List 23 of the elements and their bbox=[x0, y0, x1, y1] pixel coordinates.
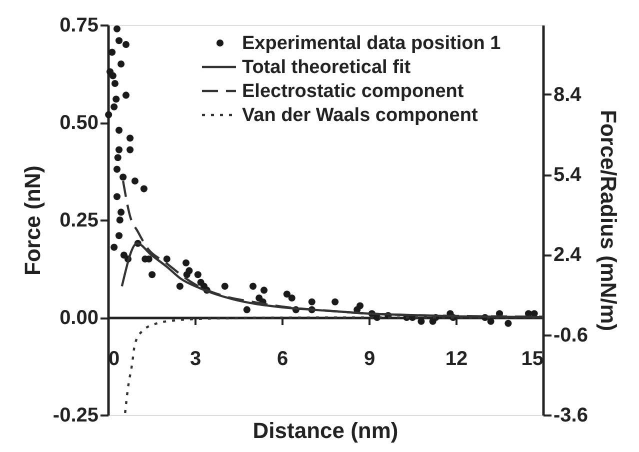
x-tick-label: 3 bbox=[190, 348, 202, 370]
y-tick-label: 0.50 bbox=[60, 112, 98, 134]
y-tick-label: 0.75 bbox=[60, 14, 98, 36]
y-axis-title: Force (nN) bbox=[20, 166, 45, 276]
x-tick-label: 0 bbox=[108, 348, 120, 370]
y-tick-label: 0.25 bbox=[60, 210, 98, 232]
y-tick-label: -0.25 bbox=[52, 404, 98, 426]
y2-tick-label: -0.6 bbox=[554, 324, 588, 346]
x-tick-label: 12 bbox=[445, 348, 468, 370]
y-tick-label: 0.00 bbox=[60, 307, 98, 329]
legend-label: Total theoretical fit bbox=[242, 57, 412, 78]
legend-label: Electrostatic component bbox=[242, 81, 464, 102]
x-axis-title: Distance (nm) bbox=[252, 418, 398, 443]
legend-label: Van der Waals component bbox=[242, 105, 478, 126]
x-tick-label: 15 bbox=[521, 348, 544, 370]
y2-tick-label: 5.4 bbox=[554, 164, 582, 186]
x-tick-label: 6 bbox=[276, 348, 288, 370]
legend-label: Experimental data position 1 bbox=[242, 33, 502, 54]
x-tick-label: 9 bbox=[364, 348, 376, 370]
y2-tick-label: 8.4 bbox=[554, 84, 582, 106]
y2-tick-label: -3.6 bbox=[554, 404, 588, 426]
y2-axis-title: Force/Radius (mN/m) bbox=[596, 110, 621, 332]
y2-tick-label: 2.4 bbox=[554, 244, 582, 266]
